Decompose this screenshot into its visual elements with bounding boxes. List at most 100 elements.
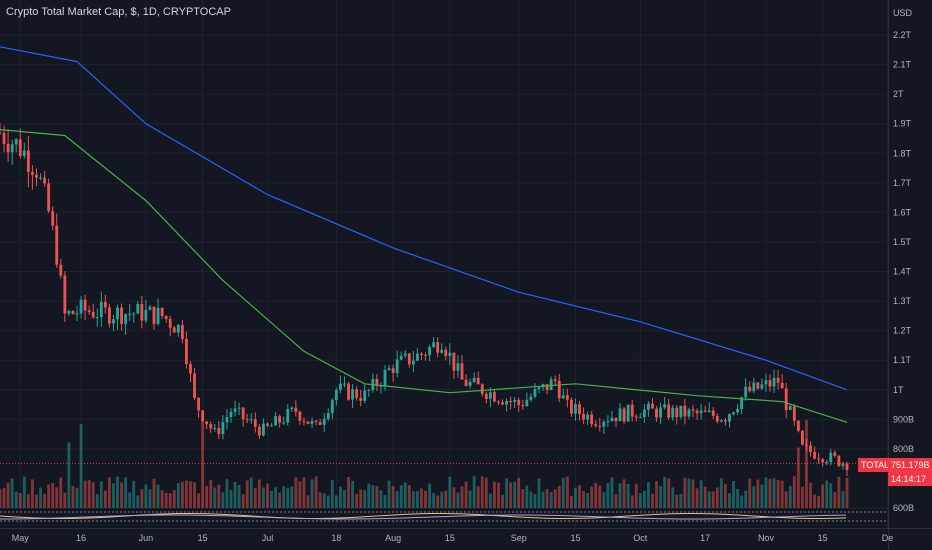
candle-body [691,409,695,411]
volume-bar [440,491,444,508]
volume-bar [35,494,38,508]
volume-bar [87,480,91,508]
candle-body [128,313,132,315]
candle-body [294,407,298,412]
volume-bar [160,490,164,508]
candle-body [6,143,10,153]
candle-body [229,411,233,418]
candle-body [614,417,618,422]
volume-bar [630,495,634,508]
candle-body [47,183,51,212]
candle-body [185,338,188,365]
volume-bar [14,491,18,508]
candle-body [330,400,334,414]
volume-bar [140,489,144,508]
volume-bar [557,485,561,508]
volume-bar [322,493,326,508]
candle-body [780,382,784,389]
volume-bar [282,486,286,508]
candle-body [257,426,261,436]
volume-bar [136,495,140,508]
volume-bar [241,494,245,508]
volume-bar [647,482,650,508]
candle-body [2,132,6,144]
volume-bar [667,478,671,508]
candle-body [156,307,160,324]
candle-body [160,307,164,316]
volume-bar [306,495,310,508]
volume-bar [156,484,160,508]
volume-bar [663,476,667,508]
candle-body [638,417,642,419]
volume-bar [724,483,727,508]
candle-body [75,313,79,315]
volume-bar [51,483,55,508]
candle-body [476,377,480,385]
volume-bar [671,487,675,508]
candle-body [176,325,180,333]
volume-bar [748,478,752,508]
candle-body [217,427,221,435]
volume-bar [383,495,387,508]
volume-bar [529,491,533,508]
volume-bar [379,490,383,508]
candle-body [79,299,83,314]
volume-bar [448,476,452,508]
volume-bar [213,487,217,508]
candle-body [647,403,650,410]
candle-body [549,379,553,391]
candle-body [513,399,517,402]
price-tick-label: 1.9T [893,119,912,129]
volume-bar [39,487,42,508]
volume-bar [452,487,456,508]
candle-body [310,420,314,424]
volume-bar [805,420,808,508]
candle-body [768,380,772,387]
volume-bar [22,476,26,508]
volume-bar [829,483,833,508]
candle-body [432,342,436,347]
candle-body [270,425,273,427]
candle-body [756,382,760,389]
price-tick-label: 1.6T [893,207,912,217]
volume-bar [444,490,448,508]
oscillator-line-b [0,514,847,520]
candle-body [590,414,594,425]
volume-bar [687,478,691,508]
candle-body [642,409,646,418]
candle-body [679,405,683,417]
volume-bar [533,493,537,508]
candle-body [801,430,804,445]
volume-bar [626,483,630,508]
time-tick-label: 18 [331,533,341,543]
candle-body [193,373,196,398]
candle-body [776,377,780,383]
candle-body [561,395,565,399]
volume-bar [780,480,784,508]
candle-body [18,139,22,156]
volume-bar [302,477,306,508]
volume-bar [574,487,577,508]
volume-bar [659,486,662,508]
volume-bar [120,482,123,508]
candle-body [671,407,675,418]
candle-body [302,420,306,422]
candle-body [343,383,346,385]
candle-body [444,349,448,357]
candle-body [732,412,735,415]
volume-bar [298,481,302,508]
volume-bar [148,489,152,508]
volume-bar [63,492,67,508]
volume-bar [586,493,590,508]
candle-body [452,352,456,371]
volume-bar [318,492,322,508]
volume-bar [553,489,557,508]
candle-body [314,420,318,423]
candle-body [634,416,638,418]
volume-bar [31,479,34,508]
candle-body [602,421,606,427]
candle-body [659,407,662,418]
volume-bar [144,484,148,508]
